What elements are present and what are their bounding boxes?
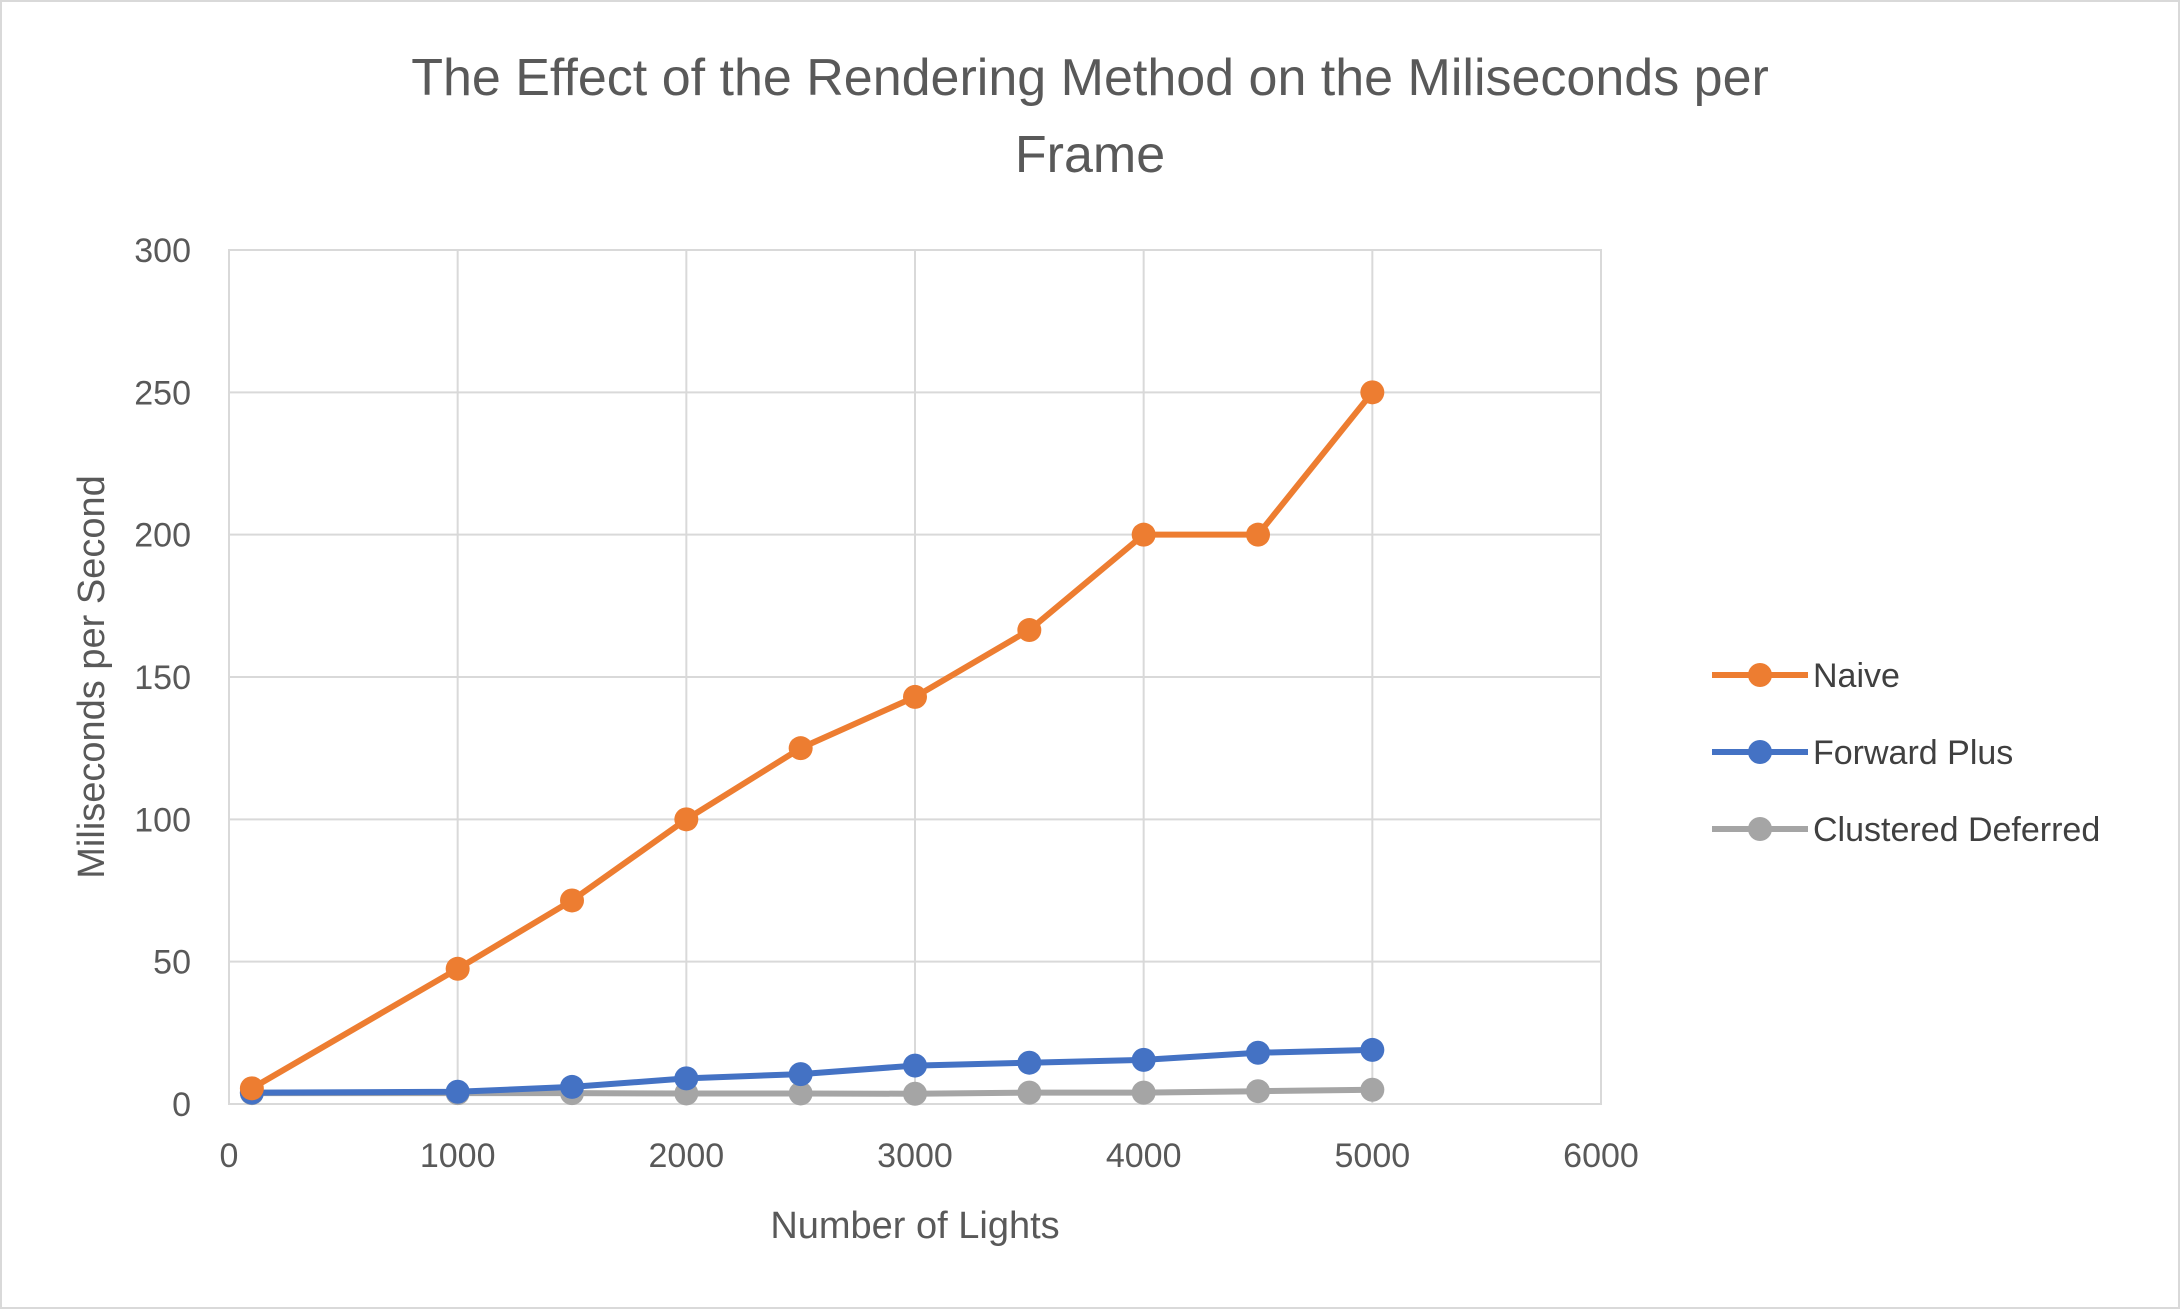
series xyxy=(239,380,1385,1106)
data-point-forward-plus xyxy=(445,1079,470,1104)
x-tick-label: 5000 xyxy=(1335,1137,1411,1175)
chart-title-line-2: Frame xyxy=(1015,126,1165,184)
data-point-naive xyxy=(239,1076,264,1101)
x-tick-label: 2000 xyxy=(649,1137,725,1175)
data-point-forward-plus xyxy=(1360,1037,1385,1062)
y-tick-label: 0 xyxy=(172,1086,191,1124)
data-point-forward-plus xyxy=(560,1074,584,1099)
legend-label: Clustered Deferred xyxy=(1813,811,2100,849)
x-tick-label: 4000 xyxy=(1106,1137,1182,1175)
data-point-naive xyxy=(788,736,813,761)
legend: Naive Forward Plus Clustered Deferred xyxy=(1712,657,2100,849)
data-point-forward-plus xyxy=(1246,1040,1270,1065)
legend-label: Forward Plus xyxy=(1813,734,2013,772)
data-point-naive xyxy=(903,684,927,709)
data-point-clustered-deferred xyxy=(1246,1079,1270,1104)
y-axis-title: Miliseconds per Second xyxy=(71,475,113,878)
y-tick-label: 50 xyxy=(153,944,191,982)
y-tick-label: 200 xyxy=(134,517,191,555)
legend-swatch-marker xyxy=(1748,663,1772,687)
y-tick-label: 100 xyxy=(134,801,191,839)
x-axis-title: Number of Lights xyxy=(770,1205,1059,1247)
legend-swatch-marker xyxy=(1748,817,1772,841)
data-point-naive xyxy=(1246,522,1270,547)
data-point-forward-plus xyxy=(1131,1047,1156,1072)
data-point-clustered-deferred xyxy=(788,1081,813,1106)
data-point-forward-plus xyxy=(1017,1050,1042,1075)
y-tick-label: 150 xyxy=(134,659,191,697)
legend-swatch-marker xyxy=(1748,740,1772,764)
legend-item-clustered-deferred: Clustered Deferred xyxy=(1712,811,2100,849)
data-point-clustered-deferred xyxy=(1360,1077,1385,1102)
y-tick-label: 250 xyxy=(134,374,191,412)
data-point-naive xyxy=(445,956,470,981)
data-point-naive xyxy=(1360,380,1385,405)
data-point-forward-plus xyxy=(788,1062,813,1087)
series-line-naive xyxy=(248,389,1376,1092)
data-point-forward-plus xyxy=(674,1066,699,1091)
data-point-forward-plus xyxy=(903,1053,927,1078)
x-tick-label: 1000 xyxy=(420,1137,496,1175)
data-point-clustered-deferred xyxy=(1131,1080,1156,1105)
chart-title-line-1: The Effect of the Rendering Method on th… xyxy=(411,49,1769,107)
legend-label: Naive xyxy=(1813,657,1900,695)
data-point-naive xyxy=(1017,618,1042,643)
x-tick-label: 6000 xyxy=(1563,1137,1639,1175)
x-tick-label: 3000 xyxy=(877,1137,953,1175)
y-tick-label: 300 xyxy=(134,232,191,270)
data-point-naive xyxy=(560,888,584,913)
series-line-clustered-deferred xyxy=(248,1086,1376,1097)
x-tick-label: 0 xyxy=(220,1137,239,1175)
data-point-naive xyxy=(1131,522,1156,547)
legend-item-naive: Naive xyxy=(1712,657,1900,695)
legend-item-forward-plus: Forward Plus xyxy=(1712,734,2013,772)
gridlines xyxy=(228,249,1602,1105)
series-naive xyxy=(239,380,1385,1101)
data-point-clustered-deferred xyxy=(1017,1080,1042,1105)
series-line-forward-plus xyxy=(248,1046,1376,1096)
data-point-naive xyxy=(674,807,699,832)
data-point-clustered-deferred xyxy=(903,1081,927,1106)
